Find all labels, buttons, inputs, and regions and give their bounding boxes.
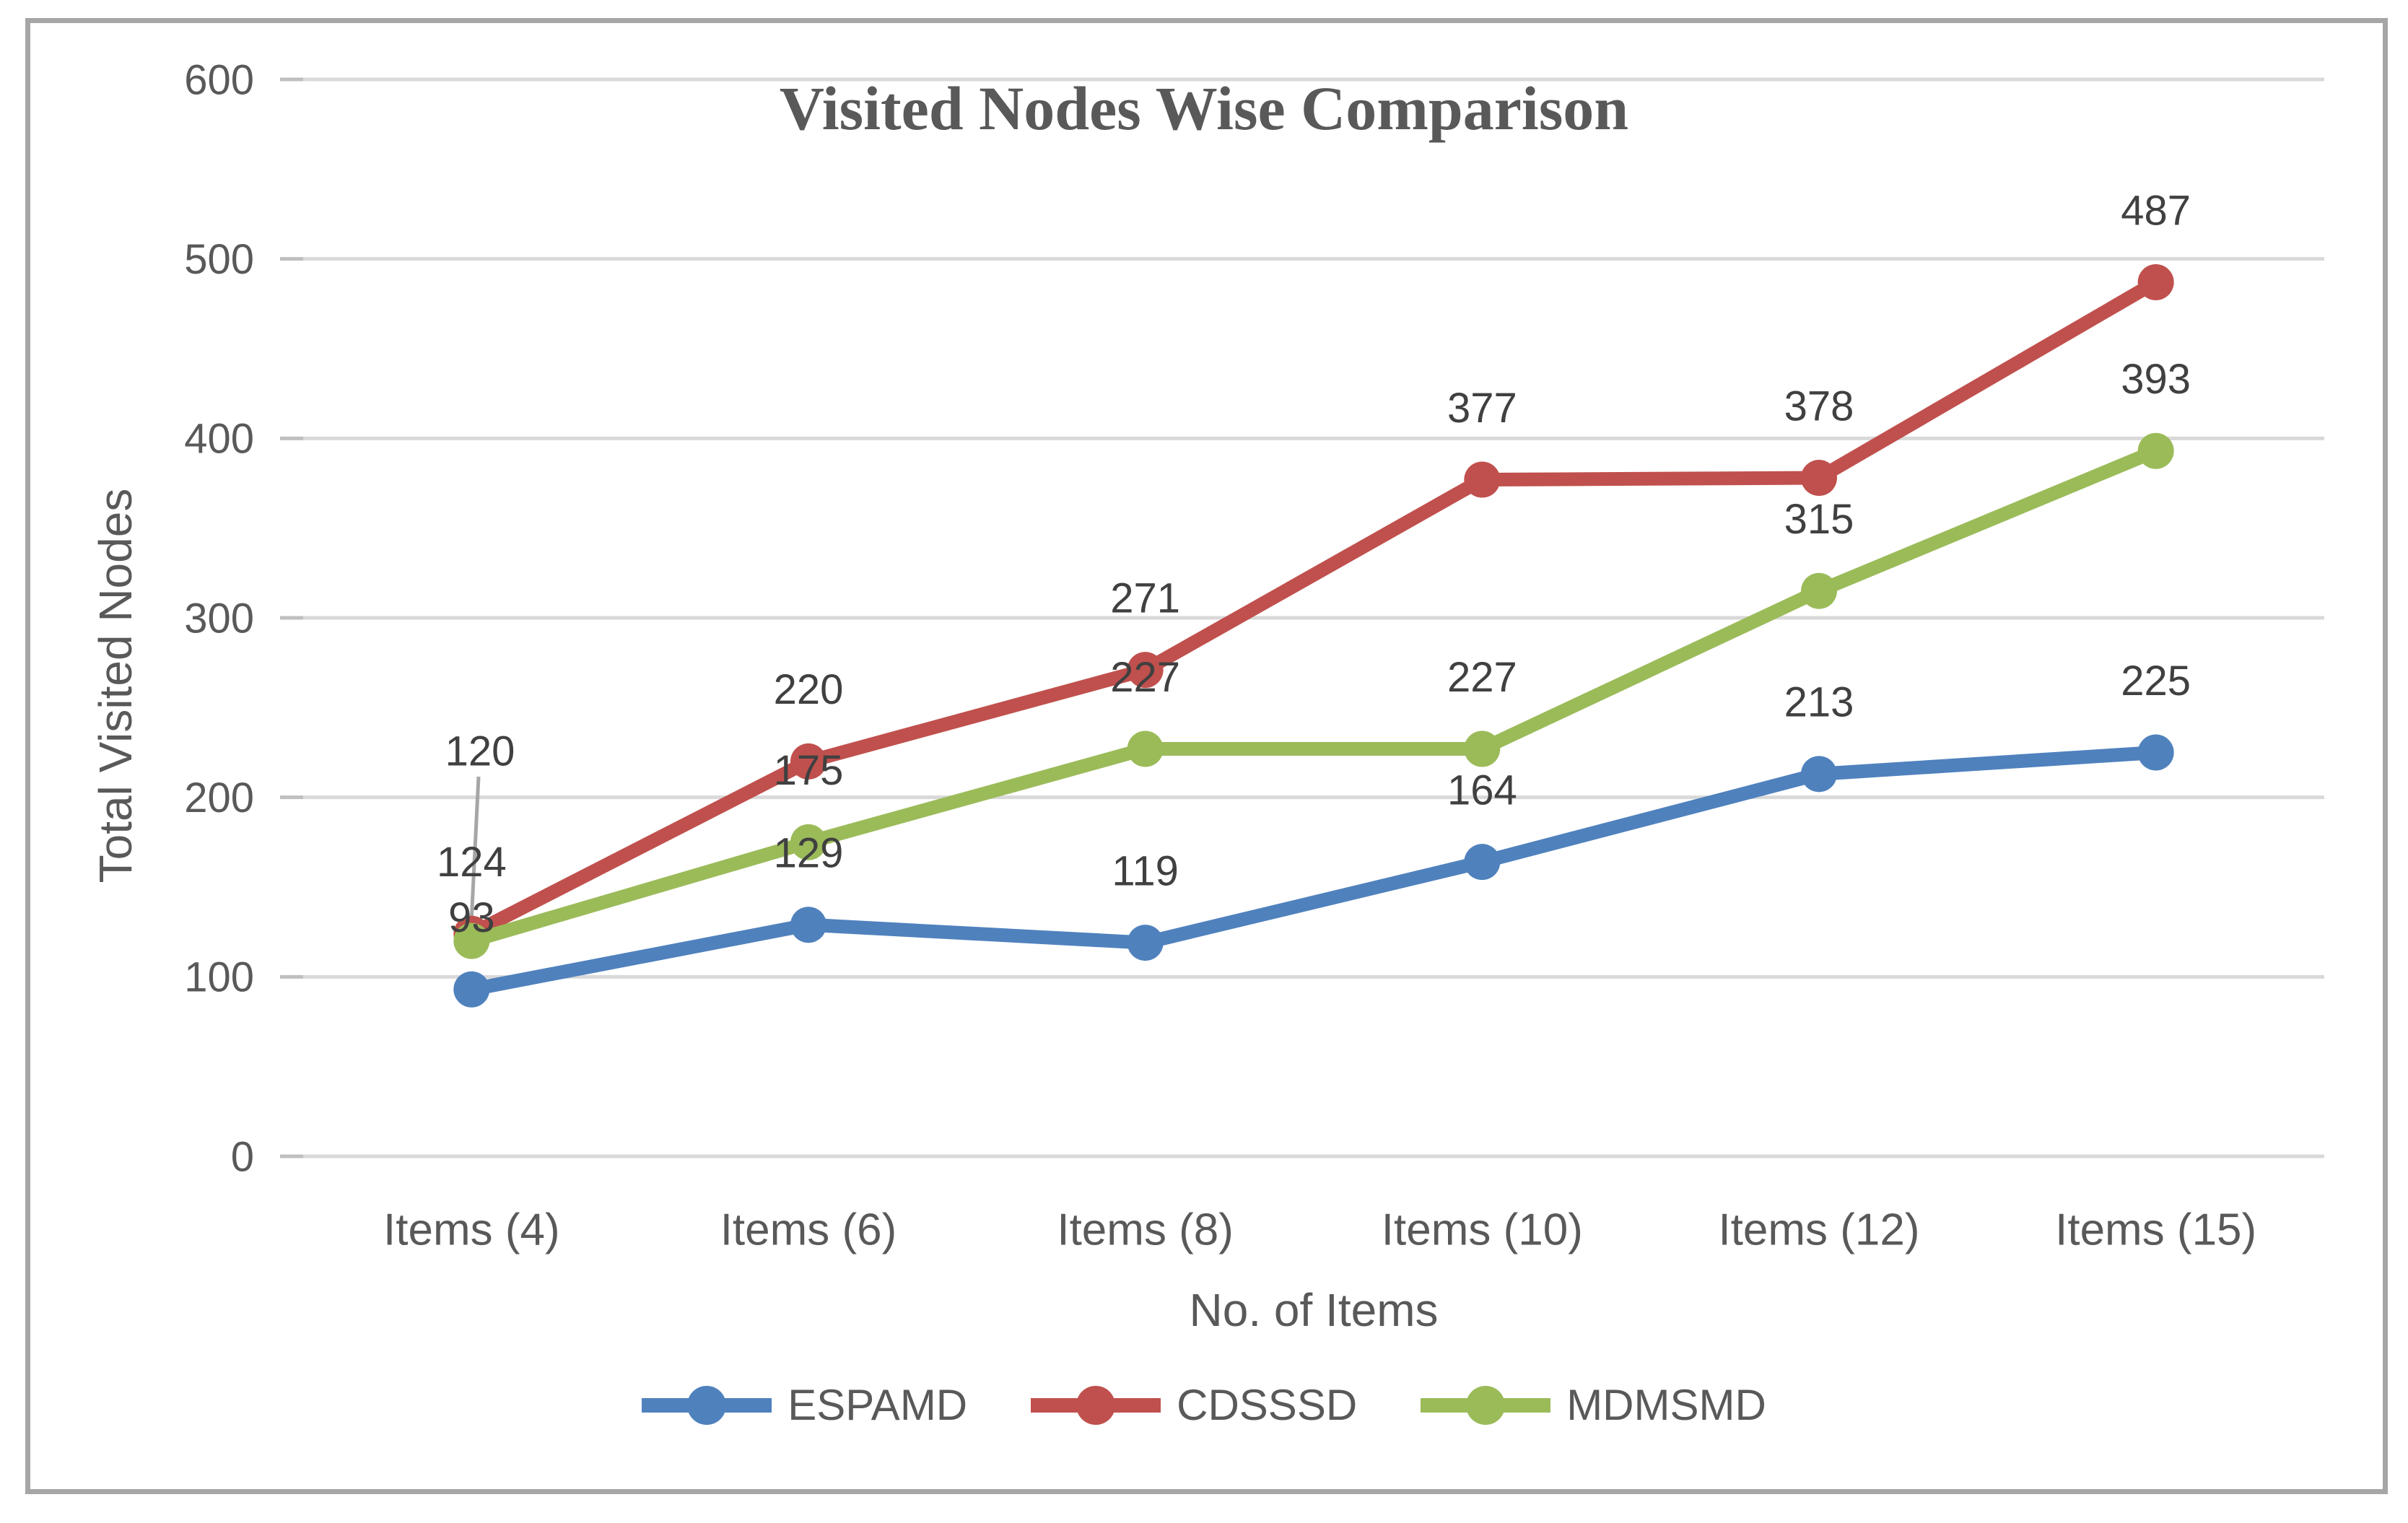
data-point-marker-mdmsmd: [1801, 572, 1837, 609]
data-label-cdsssd: 124: [437, 839, 507, 886]
y-tick-label: 600: [184, 56, 254, 103]
y-tick-label: 400: [184, 416, 254, 463]
data-point-marker-mdmsmd: [1464, 730, 1501, 767]
series-line-espamd: [464, 746, 2163, 997]
data-point-marker-espamd: [1127, 925, 1164, 961]
data-point-marker-mdmsmd: [2137, 432, 2174, 469]
data-point-marker-cdsssd: [1127, 652, 1164, 689]
y-axis-tick-marks: [280, 77, 303, 1158]
chart-outer-border: [25, 18, 2388, 1494]
data-point-marker-mdmsmd: [453, 922, 490, 959]
gridlines: [303, 77, 2324, 1158]
legend-label-cdsssd: CDSSSD: [1177, 1381, 1358, 1429]
x-category-label: Items (10): [1382, 1205, 1583, 1255]
data-point-marker-mdmsmd: [790, 824, 826, 860]
chart-frame-border: [25, 18, 2388, 1494]
data-point-marker-espamd: [1801, 756, 1837, 793]
x-category-label: Items (15): [2055, 1205, 2256, 1255]
data-label-espamd: 119: [1112, 847, 1178, 894]
data-label-espamd: 213: [1784, 679, 1854, 726]
data-label-mdmsmd: 175: [774, 747, 844, 794]
data-point-marker-espamd: [453, 971, 490, 1008]
data-label-cdsssd: 220: [774, 666, 844, 713]
x-category-label: Items (8): [1057, 1205, 1234, 1255]
legend-circle: [1076, 1385, 1116, 1425]
legend-item-cdsssd: CDSSSD: [1031, 1380, 1357, 1430]
legend-circle: [1466, 1385, 1506, 1425]
data-label-cdsssd: 378: [1784, 383, 1854, 429]
y-tick-label: 200: [184, 774, 254, 821]
data-label-cdsssd: 271: [1110, 575, 1180, 621]
data-label-espamd: 129: [774, 830, 844, 877]
x-category-label: Items (4): [383, 1205, 560, 1255]
series-lines: [453, 263, 2174, 1008]
y-tick-label: 100: [184, 954, 254, 1001]
legend-label-espamd: ESPAMD: [788, 1381, 968, 1429]
series-line-mdmsmd: [464, 444, 2163, 948]
legend-item-mdmsmd: MDMSMD: [1421, 1380, 1766, 1430]
legend-item-espamd: ESPAMD: [642, 1380, 967, 1430]
data-labels: 93 129 119 164 213 225 124 220 271 377 378 487 120 17…: [437, 187, 2191, 941]
legend-circle: [687, 1385, 727, 1425]
data-label-cdsssd: 487: [2121, 187, 2191, 234]
data-point-marker-cdsssd: [1464, 461, 1501, 498]
y-tick-label: 0: [231, 1133, 254, 1180]
data-point-marker-cdsssd: [1801, 460, 1837, 497]
legend-marker-mdmsmd: [1421, 1385, 1551, 1425]
data-label-espamd: 225: [2121, 658, 2191, 704]
legend-marker-cdsssd: [1031, 1385, 1161, 1425]
data-label-mdmsmd: 120: [445, 728, 515, 774]
data-point-marker-mdmsmd: [1127, 730, 1164, 767]
data-label-mdmsmd: 227: [1110, 654, 1180, 701]
data-label-espamd: 93: [448, 894, 495, 941]
y-tick-label: 500: [184, 236, 254, 283]
x-axis-title: No. of Items: [1189, 1284, 1439, 1336]
legend-label-mdmsmd: MDMSMD: [1566, 1381, 1766, 1429]
legend-marker-espamd: [642, 1385, 772, 1425]
data-point-marker-espamd: [1464, 844, 1501, 881]
data-label-mdmsmd: 393: [2121, 356, 2191, 403]
data-point-marker-espamd: [790, 907, 826, 943]
series-line-cdsssd: [464, 275, 2163, 941]
data-label-mdmsmd: 227: [1447, 654, 1517, 701]
leader-line: [468, 776, 481, 933]
x-category-label: Items (6): [720, 1205, 897, 1255]
data-label-espamd: 164: [1447, 767, 1517, 813]
data-label-mdmsmd: 315: [1784, 496, 1854, 543]
y-axis-tick-labels: 0 100 200 300 400 500 600: [184, 56, 254, 1180]
y-tick-label: 300: [184, 595, 254, 642]
legend: ESPAMD CDSSSD MDMSMD: [0, 1380, 2408, 1430]
x-axis-category-labels: Items (4) Items (6) Items (8) Items (10) Ite…: [383, 1205, 2256, 1255]
data-label-leader-line: [468, 776, 481, 933]
data-point-marker-cdsssd: [2137, 263, 2174, 300]
chart-title: Visited Nodes Wise Comparison: [779, 74, 1629, 143]
y-axis-title: Total Visited Nodes: [90, 488, 141, 883]
data-label-cdsssd: 377: [1447, 385, 1517, 432]
x-category-label: Items (12): [1718, 1205, 1919, 1255]
data-point-marker-espamd: [2137, 734, 2174, 771]
data-point-marker-cdsssd: [790, 743, 826, 780]
